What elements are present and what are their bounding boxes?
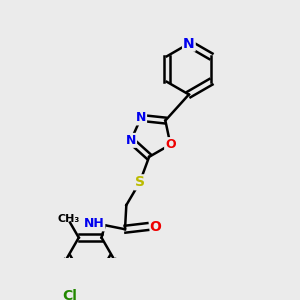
Text: NH: NH [84, 218, 104, 230]
Text: O: O [165, 138, 176, 151]
Text: N: N [126, 134, 136, 147]
Text: N: N [183, 37, 195, 51]
Text: CH₃: CH₃ [58, 214, 80, 224]
Text: S: S [135, 175, 145, 189]
Text: O: O [149, 220, 161, 233]
Text: N: N [136, 111, 146, 124]
Text: Cl: Cl [63, 289, 77, 300]
